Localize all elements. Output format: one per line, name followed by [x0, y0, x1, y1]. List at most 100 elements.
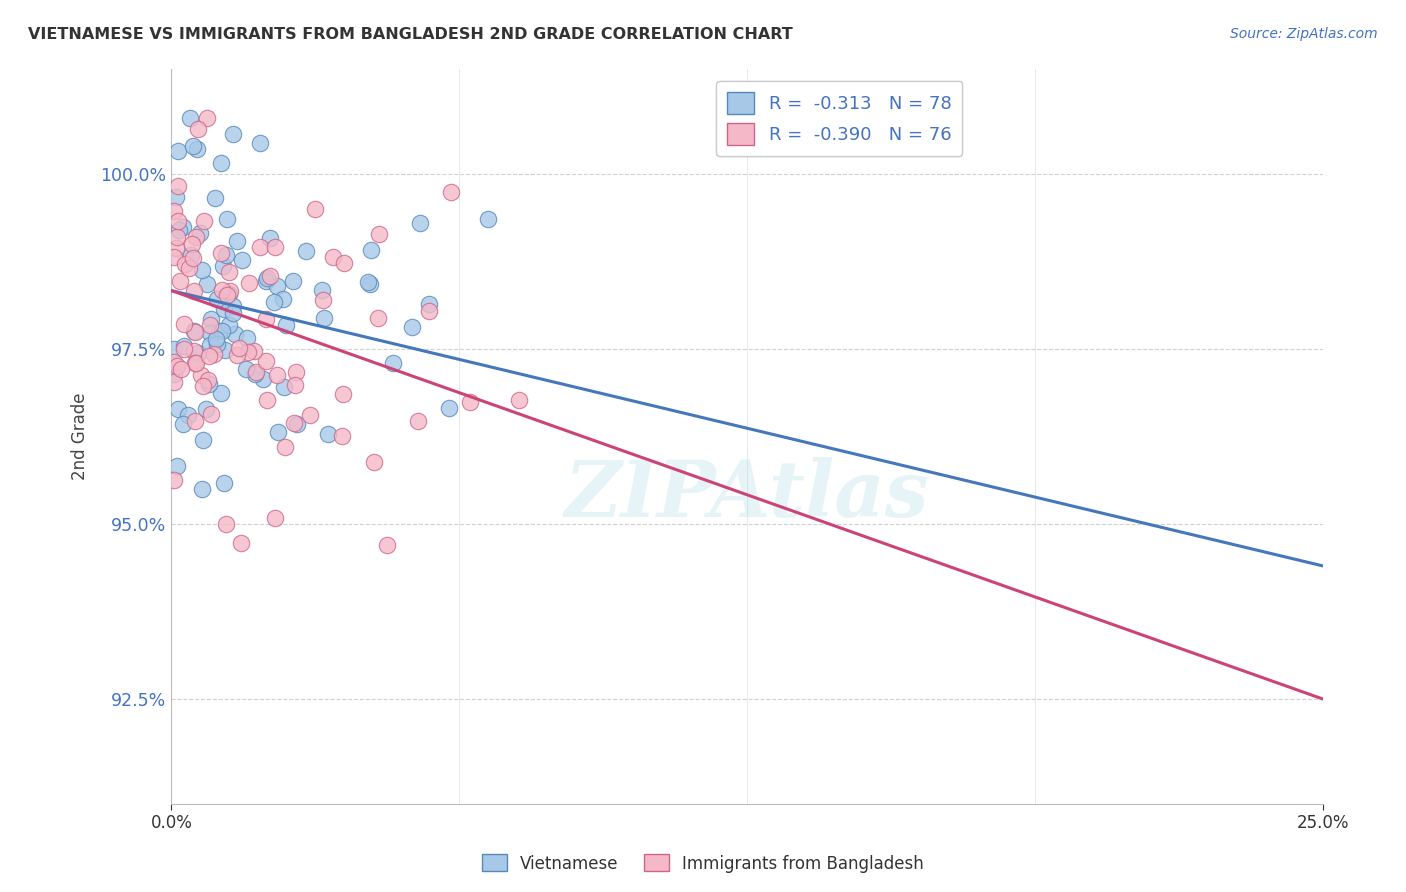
Point [172, 417, 194, 432]
Point [162, 367, 184, 381]
Point [180, 237, 202, 252]
Point [226, 347, 249, 361]
Point [207, 336, 229, 351]
Point [359, 277, 381, 292]
Point [188, 226, 211, 240]
Point [263, 240, 285, 254]
Point [284, 377, 307, 392]
Point [205, 292, 228, 306]
Point [195, 401, 218, 416]
Point [183, 343, 205, 358]
Point [183, 414, 205, 428]
Point [209, 246, 232, 260]
Point [228, 341, 250, 355]
Point [273, 293, 295, 307]
Point [167, 402, 190, 417]
Point [229, 536, 252, 550]
Point [169, 223, 191, 237]
Point [163, 473, 186, 487]
Point [197, 373, 219, 387]
Point [162, 204, 184, 219]
Point [266, 279, 288, 293]
Text: VIETNAMESE VS IMMIGRANTS FROM BANGLADESH 2ND GRADE CORRELATION CHART: VIETNAMESE VS IMMIGRANTS FROM BANGLADESH… [28, 27, 793, 42]
Point [208, 325, 231, 339]
Point [166, 178, 188, 193]
Point [183, 356, 205, 370]
Point [235, 362, 257, 376]
Point [211, 284, 233, 298]
Point [184, 356, 207, 370]
Point [163, 355, 186, 369]
Point [312, 293, 335, 308]
Point [209, 386, 232, 401]
Point [183, 325, 205, 339]
Legend: Vietnamese, Immigrants from Bangladesh: Vietnamese, Immigrants from Bangladesh [475, 847, 931, 880]
Point [299, 408, 322, 422]
Point [285, 366, 308, 380]
Point [191, 483, 214, 497]
Point [198, 377, 221, 392]
Point [172, 220, 194, 235]
Point [367, 311, 389, 326]
Point [193, 378, 215, 392]
Point [249, 136, 271, 151]
Text: ZIPAtlas: ZIPAtlas [565, 457, 929, 533]
Point [401, 320, 423, 334]
Point [266, 368, 288, 383]
Point [198, 337, 221, 351]
Point [330, 429, 353, 443]
Point [191, 263, 214, 277]
Point [224, 326, 246, 341]
Point [252, 371, 274, 385]
Point [406, 414, 429, 428]
Point [418, 304, 440, 318]
Point [174, 257, 197, 271]
Point [254, 311, 277, 326]
Point [181, 138, 204, 153]
Point [204, 333, 226, 347]
Y-axis label: 2nd Grade: 2nd Grade [72, 392, 89, 480]
Point [236, 331, 259, 345]
Point [187, 121, 209, 136]
Point [212, 260, 235, 274]
Point [212, 301, 235, 316]
Point [166, 144, 188, 158]
Point [304, 202, 326, 217]
Point [170, 362, 193, 376]
Point [259, 230, 281, 244]
Point [214, 343, 236, 357]
Point [221, 127, 243, 141]
Point [254, 354, 277, 368]
Point [249, 240, 271, 254]
Point [243, 367, 266, 381]
Point [173, 342, 195, 356]
Point [285, 417, 308, 431]
Point [273, 380, 295, 394]
Point [332, 256, 354, 270]
Point [440, 185, 463, 199]
Point [409, 216, 432, 230]
Point [177, 261, 200, 276]
Point [197, 277, 219, 291]
Point [238, 344, 260, 359]
Point [215, 248, 238, 262]
Point [162, 376, 184, 390]
Point [162, 342, 184, 356]
Point [508, 392, 530, 407]
Point [183, 284, 205, 298]
Point [217, 288, 239, 302]
Point [222, 300, 245, 314]
Point [166, 459, 188, 474]
Point [382, 356, 405, 370]
Point [360, 244, 382, 258]
Point [368, 227, 391, 241]
Point [218, 264, 240, 278]
Point [254, 274, 277, 288]
Point [179, 111, 201, 125]
Point [312, 311, 335, 326]
Point [198, 318, 221, 332]
Text: Source: ZipAtlas.com: Source: ZipAtlas.com [1230, 27, 1378, 41]
Point [418, 297, 440, 311]
Point [165, 241, 187, 255]
Point [173, 338, 195, 352]
